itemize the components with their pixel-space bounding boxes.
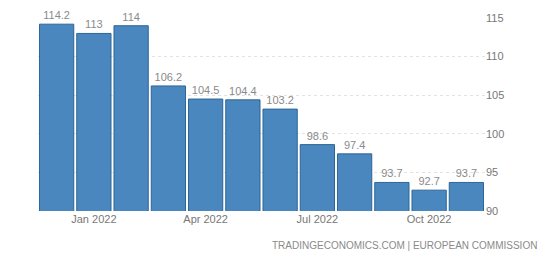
svg-text:TRADINGECONOMICS.COM | EUROPEA: TRADINGECONOMICS.COM | EUROPEAN COMMISSI…	[272, 240, 537, 251]
svg-text:103.2: 103.2	[266, 94, 294, 106]
svg-text:93.7: 93.7	[381, 167, 402, 179]
svg-text:Oct 2022: Oct 2022	[407, 213, 452, 225]
svg-text:93.7: 93.7	[456, 167, 477, 179]
svg-text:106.2: 106.2	[155, 71, 183, 83]
svg-text:105: 105	[486, 89, 504, 101]
svg-text:104.4: 104.4	[229, 85, 257, 97]
svg-text:100: 100	[486, 128, 504, 140]
svg-text:92.7: 92.7	[418, 175, 439, 187]
svg-text:98.6: 98.6	[307, 130, 328, 142]
svg-text:114: 114	[122, 11, 140, 23]
svg-text:110: 110	[486, 50, 504, 62]
svg-text:97.4: 97.4	[344, 139, 365, 151]
svg-text:114.2: 114.2	[43, 9, 70, 21]
svg-text:115: 115	[486, 12, 504, 24]
svg-text:104.5: 104.5	[192, 84, 220, 96]
svg-text:Jan 2022: Jan 2022	[71, 213, 116, 225]
svg-text:95: 95	[486, 166, 498, 178]
svg-text:Apr 2022: Apr 2022	[183, 213, 228, 225]
svg-text:Jul 2022: Jul 2022	[297, 213, 339, 225]
svg-text:113: 113	[85, 18, 103, 30]
svg-text:90: 90	[486, 205, 498, 217]
